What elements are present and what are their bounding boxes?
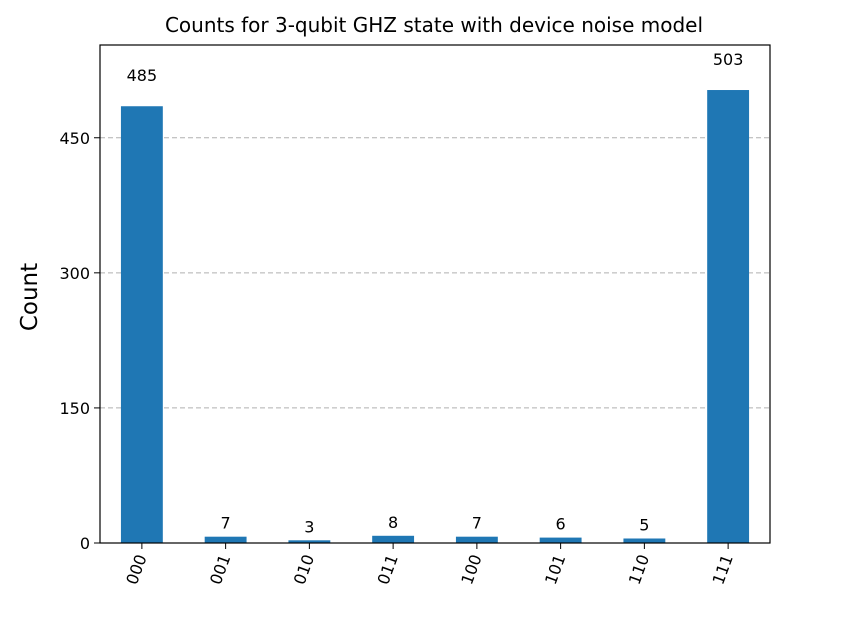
- data-label-010: 3: [304, 517, 314, 536]
- y-tick-label: 300: [59, 264, 90, 283]
- data-label-001: 7: [221, 514, 231, 533]
- bar-111: [707, 90, 750, 543]
- bar-101: [539, 537, 582, 543]
- y-tick-label: 450: [59, 129, 90, 148]
- x-tick-label-111: 111: [709, 552, 737, 587]
- x-tick-label-001: 001: [206, 552, 234, 587]
- data-label-101: 6: [556, 515, 566, 534]
- bar-110: [623, 538, 666, 543]
- x-tick-label-000: 000: [122, 552, 150, 587]
- bar-011: [372, 535, 415, 543]
- data-labels: 485 7 3 8 7 6 5 503: [127, 50, 744, 536]
- x-tick-label-110: 110: [625, 552, 653, 587]
- x-tick-label-011: 011: [374, 552, 402, 587]
- data-label-111: 503: [713, 50, 744, 69]
- data-label-110: 5: [639, 515, 649, 534]
- data-label-011: 8: [388, 513, 398, 532]
- bar-100: [455, 536, 498, 543]
- gridlines: [100, 137, 770, 409]
- y-tick-label: 0: [80, 534, 90, 553]
- bars: [120, 90, 750, 544]
- bar-000: [120, 106, 163, 544]
- x-tick-label-010: 010: [290, 552, 318, 587]
- y-axis-label: Count: [17, 263, 43, 331]
- data-label-000: 485: [127, 66, 158, 85]
- x-axis-ticks: 000 001 010 011 100 101 110 111: [122, 543, 737, 587]
- bar-001: [204, 536, 247, 543]
- chart-title: Counts for 3-qubit GHZ state with device…: [165, 13, 703, 37]
- bar-010: [288, 540, 331, 543]
- x-tick-label-100: 100: [457, 552, 485, 587]
- x-tick-label-101: 101: [541, 552, 569, 587]
- plot-frame: [99, 44, 771, 544]
- y-tick-label: 150: [59, 399, 90, 418]
- data-label-100: 7: [472, 514, 482, 533]
- y-axis-ticks: 0 150 300 450: [59, 129, 100, 553]
